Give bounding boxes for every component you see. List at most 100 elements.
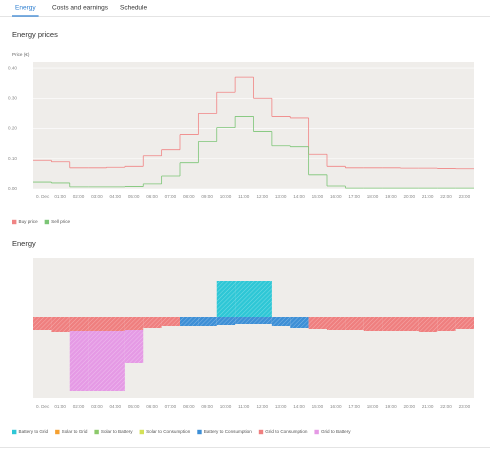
x-tick-label: 17:00 <box>348 194 360 199</box>
bar <box>253 281 272 317</box>
bar <box>363 317 383 331</box>
legend-swatch <box>55 429 60 435</box>
bar <box>124 317 144 330</box>
bar <box>253 317 272 324</box>
y-tick-label: 0.10 <box>8 156 17 161</box>
tab[interactable]: Schedule <box>120 5 147 12</box>
x-tick-label: 14:00 <box>293 194 305 199</box>
bar <box>69 331 89 391</box>
x-tick-label: 0. Dec <box>36 404 50 409</box>
x-tick-label: 09:00 <box>201 404 213 409</box>
bar <box>33 317 52 330</box>
x-tick-label: 03:00 <box>91 194 103 199</box>
x-tick-label: 11:00 <box>238 404 250 409</box>
bar <box>308 317 327 329</box>
legend-label: Grid to Battery <box>321 429 351 434</box>
x-tick-label: 07:00 <box>165 194 177 199</box>
x-tick-label: 23:00 <box>459 194 471 199</box>
x-tick-label: 0. Dec <box>36 194 50 199</box>
x-tick-label: 12:00 <box>257 194 269 199</box>
x-tick-label: 18:00 <box>367 404 379 409</box>
y-tick-label: 0.30 <box>8 96 17 101</box>
x-tick-label: 20:00 <box>404 194 416 199</box>
legend-label: Sell price <box>51 219 70 224</box>
x-tick-label: 11:00 <box>238 194 250 199</box>
bar <box>124 330 144 363</box>
legend-swatch <box>314 429 319 435</box>
x-tick-label: 19:00 <box>385 404 397 409</box>
bar <box>271 317 291 326</box>
x-tick-label: 16:00 <box>330 404 342 409</box>
legend-swatch <box>94 429 99 435</box>
legend-swatch <box>12 429 17 435</box>
bar <box>327 317 346 330</box>
x-tick-label: 01:00 <box>54 404 66 409</box>
bar <box>106 331 125 391</box>
bar <box>235 317 254 324</box>
bar <box>88 331 107 391</box>
x-tick-label: 06:00 <box>146 194 158 199</box>
x-tick-label: 21:00 <box>422 194 434 199</box>
bar <box>418 317 438 332</box>
legend-label: Buy price <box>19 219 39 224</box>
x-tick-label: 18:00 <box>367 194 379 199</box>
bar <box>161 317 180 326</box>
x-tick-label: 15:00 <box>312 194 324 199</box>
x-tick-label: 22:00 <box>440 194 452 199</box>
bar <box>51 317 70 332</box>
bar <box>382 317 401 331</box>
tab[interactable]: Energy <box>15 5 36 12</box>
chart-title: Energy <box>12 239 36 248</box>
x-tick-label: 06:00 <box>146 404 158 409</box>
legend-swatch <box>12 219 17 225</box>
x-tick-label: 15:00 <box>312 404 324 409</box>
x-tick-label: 02:00 <box>73 194 85 199</box>
x-tick-label: 02:00 <box>73 404 85 409</box>
bar <box>345 317 364 330</box>
x-tick-label: 20:00 <box>404 404 416 409</box>
y-tick-label: 0.40 <box>8 65 17 70</box>
bar <box>400 317 419 331</box>
legend-label: Grid to Consumption <box>265 429 308 434</box>
bar <box>69 317 89 331</box>
bar <box>216 281 236 317</box>
x-tick-label: 12:00 <box>257 404 269 409</box>
legend-label: Solar to Grid <box>62 429 88 434</box>
bar <box>437 317 456 331</box>
x-tick-label: 21:00 <box>422 404 434 409</box>
x-tick-label: 01:00 <box>54 194 66 199</box>
x-tick-label: 08:00 <box>183 404 195 409</box>
legend-swatch <box>139 429 144 435</box>
x-tick-label: 22:00 <box>440 404 452 409</box>
x-tick-label: 04:00 <box>110 404 122 409</box>
x-tick-label: 17:00 <box>348 404 360 409</box>
legend-label: Solar to Consumption <box>146 429 191 434</box>
y-axis-label: Price (€) <box>12 52 30 57</box>
legend-label: Solar to Battery <box>101 429 133 434</box>
legend-swatch <box>44 219 50 225</box>
x-tick-label: 10:00 <box>220 194 232 199</box>
x-tick-label: 03:00 <box>91 404 103 409</box>
x-tick-label: 08:00 <box>183 194 195 199</box>
bar <box>235 281 254 317</box>
x-tick-label: 10:00 <box>220 404 232 409</box>
x-tick-label: 05:00 <box>128 194 140 199</box>
bar <box>216 317 236 325</box>
x-tick-label: 05:00 <box>128 404 140 409</box>
bar <box>88 317 107 331</box>
chart-title: Energy prices <box>12 30 58 39</box>
x-tick-label: 14:00 <box>293 404 305 409</box>
bar <box>455 317 474 329</box>
x-tick-label: 04:00 <box>110 194 122 199</box>
legend-label: Battery to Grid <box>19 429 49 434</box>
x-tick-label: 07:00 <box>165 404 177 409</box>
x-tick-label: 19:00 <box>385 194 397 199</box>
tab[interactable]: Costs and earnings <box>52 5 109 12</box>
y-tick-label: 0.00 <box>8 186 17 191</box>
bar <box>290 317 309 328</box>
y-tick-label: 0.20 <box>8 126 17 131</box>
bar <box>106 317 125 331</box>
legend-swatch <box>197 429 202 435</box>
x-tick-label: 16:00 <box>330 194 342 199</box>
